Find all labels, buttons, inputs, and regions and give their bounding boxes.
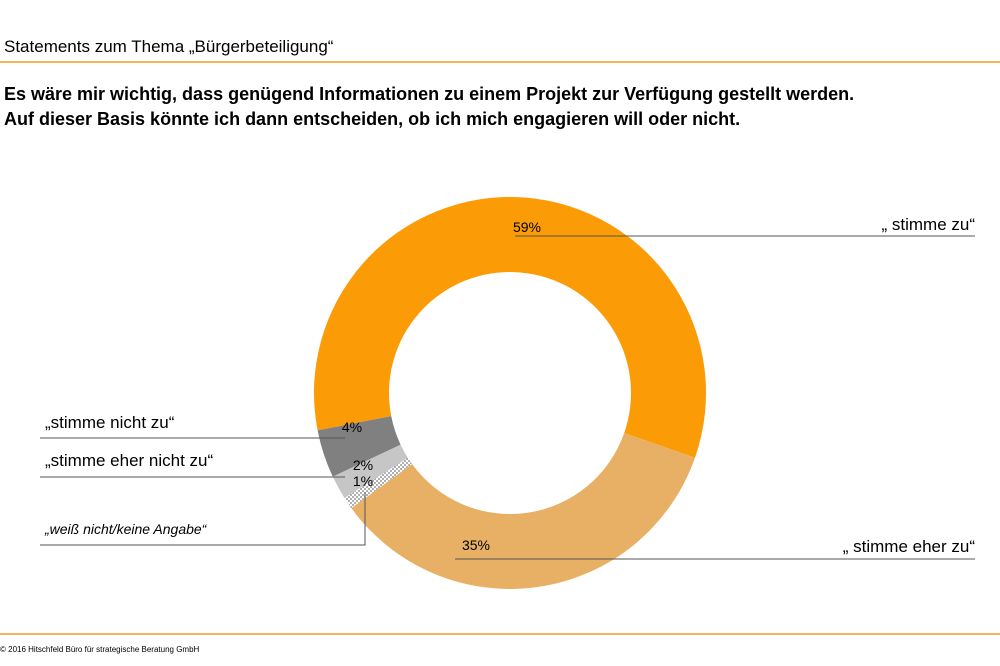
legend-label: „weiß nicht/keine Angabe“: [44, 521, 208, 537]
legend-label: „ stimme zu“: [882, 215, 976, 234]
value-label: 2%: [353, 457, 373, 473]
value-label: 1%: [353, 473, 373, 489]
value-label: 4%: [342, 419, 362, 435]
legend-label: „stimme eher nicht zu“: [45, 451, 213, 470]
value-label: 35%: [462, 537, 490, 553]
donut-slice: [332, 444, 408, 498]
donut-slice: [317, 416, 401, 477]
legend-label: „stimme nicht zu“: [45, 413, 175, 432]
chart: 59% „ stimme zu“ 35% „ stimme eher zu“ 1% „we…: [40, 196, 976, 589]
chart-title: Es wäre mir wichtig, dass genügend Infor…: [4, 84, 854, 104]
chart-title: Auf dieser Basis könnte ich dann entsche…: [4, 109, 740, 129]
legend-label: „ stimme eher zu“: [843, 537, 976, 556]
footer: © 2016 Hitschfeld Büro für strategische …: [0, 645, 200, 654]
value-label: 59%: [513, 219, 541, 235]
leader-line: [40, 492, 366, 546]
donut-slice: [351, 432, 695, 589]
header: Statements zum Thema „Bürgerbeteiligung“: [4, 37, 334, 56]
donut-slice: [344, 457, 413, 509]
donut-slice: [314, 196, 707, 458]
